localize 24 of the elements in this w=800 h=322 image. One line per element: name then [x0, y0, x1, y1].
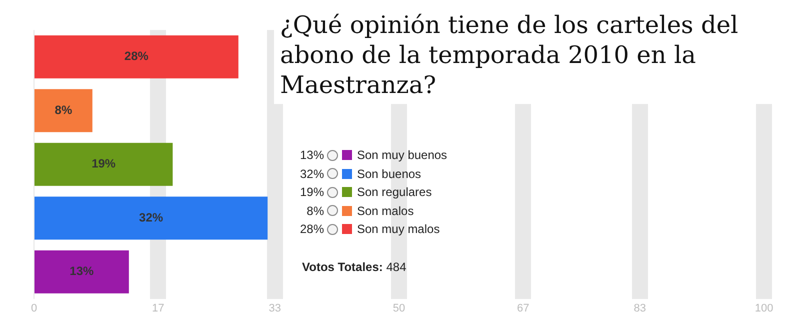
data-label: 8% — [54, 102, 72, 117]
text: 8% — [306, 204, 324, 218]
data-label: 19% — [92, 156, 116, 171]
text: 32% — [300, 166, 324, 181]
x-tick-label: 100 — [754, 302, 774, 314]
data-label: 32% — [139, 210, 164, 224]
data-label: 13% — [70, 264, 94, 278]
text: 19% — [300, 185, 324, 200]
annotation: Votos Totales: 484 — [302, 260, 406, 274]
legend-label: Son regulares — [357, 185, 432, 200]
legend-label: Son malos — [357, 204, 414, 218]
text: 28% — [300, 222, 324, 236]
x-tick-label: 50 — [392, 302, 406, 314]
legend-label: Son buenos — [357, 166, 422, 181]
data-label: 28% — [124, 49, 149, 64]
x-tick-label: 33 — [268, 302, 282, 314]
x-tick-label: 83 — [634, 302, 646, 314]
text: ¿Qué opinión tiene de los carteles del abono de la temporada 2010 en la Maestranza? — [274, 6, 786, 104]
text: 13% — [300, 148, 324, 162]
x-tick-label: 67 — [516, 302, 530, 314]
legend-label: Son muy malos — [357, 222, 440, 236]
legend-label: Son muy buenos — [357, 148, 448, 162]
x-tick-label: 17 — [152, 302, 164, 314]
x-tick-label: 0 — [30, 302, 38, 314]
